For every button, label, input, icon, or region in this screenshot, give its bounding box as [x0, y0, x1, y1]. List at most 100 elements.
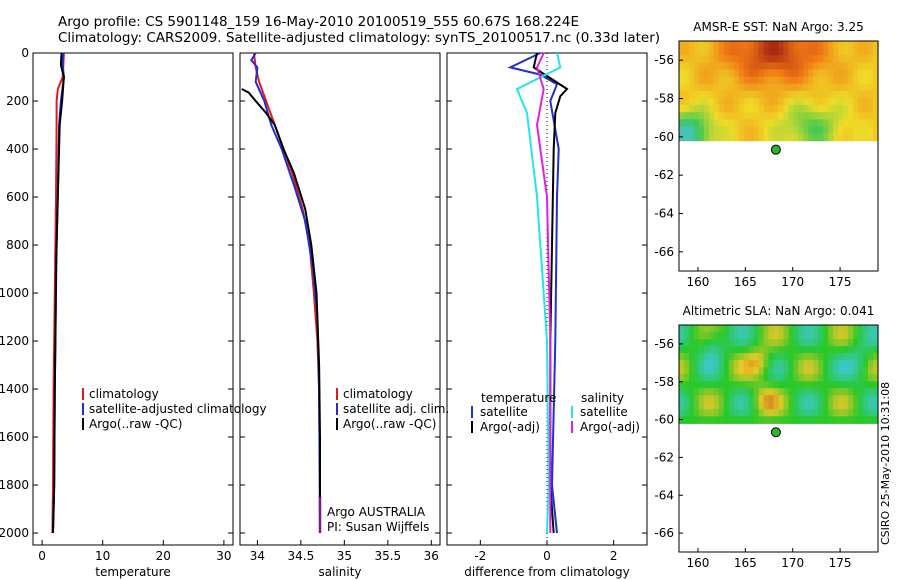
heatmap-cell [748, 62, 755, 71]
heatmap-cell [738, 381, 745, 389]
heatmap-cell [743, 409, 750, 417]
heatmap-cell [808, 360, 814, 368]
heatmap-cell [868, 119, 874, 127]
heatmap-cell [728, 325, 735, 333]
heatmap-cell [813, 395, 819, 403]
heatmap-cell [689, 98, 695, 106]
heatmap-cell [748, 90, 755, 99]
heatmap-cell [733, 381, 740, 389]
heatmap-cell [858, 55, 864, 63]
heatmap-cell [684, 90, 690, 99]
heatmap-cell [868, 126, 874, 135]
heatmap-cell [858, 339, 864, 347]
heatmap-cell [788, 62, 795, 71]
heatmap-cell [689, 374, 695, 382]
heatmap-cell [773, 69, 780, 78]
heatmap-cell [763, 55, 770, 63]
heatmap-cell [868, 83, 874, 92]
heatmap-cell [738, 353, 745, 361]
heatmap-cell [733, 55, 740, 63]
heatmap-cell [828, 346, 834, 354]
heatmap-cell [684, 112, 690, 120]
heatmap-cell [803, 98, 809, 106]
heatmap-cell [793, 367, 799, 375]
heatmap-cell [773, 325, 780, 333]
x-tick-label: 165 [734, 556, 757, 570]
heatmap-cell [753, 90, 760, 99]
heatmap-cell [773, 105, 780, 113]
heatmap-cell [868, 339, 874, 347]
heatmap-cell [793, 402, 799, 410]
heatmap-cell [693, 409, 700, 417]
heatmap-cell [708, 374, 715, 382]
heatmap-cell [798, 55, 804, 63]
heatmap-cell [813, 353, 819, 361]
heatmap-cell [868, 409, 874, 417]
heatmap-cell [733, 105, 740, 113]
heatmap-cell [823, 48, 829, 56]
heatmap-cell [693, 83, 700, 92]
heatmap-cell [733, 112, 740, 120]
heatmap-cell [698, 133, 705, 142]
heatmap-cell [743, 374, 750, 382]
heatmap-cell [743, 381, 750, 389]
heatmap-cell [753, 367, 760, 375]
heatmap-cell [788, 76, 795, 85]
heatmap-cell [793, 395, 799, 403]
heatmap-cell [808, 126, 814, 135]
heatmap-cell [853, 69, 859, 78]
heatmap-cell [863, 133, 869, 142]
heatmap-cell [768, 41, 775, 49]
heatmap-cell [823, 332, 829, 340]
heatmap-cell [778, 360, 785, 368]
heatmap-cell [743, 41, 750, 49]
heatmap-cell [848, 105, 854, 113]
heatmap-cell [863, 395, 869, 403]
heatmap-cell [813, 409, 819, 417]
heatmap-cell [693, 98, 700, 106]
heatmap-cell [768, 388, 775, 396]
heatmap-cell [823, 374, 829, 382]
heatmap-cell [863, 332, 869, 340]
heatmap-cell [803, 416, 809, 424]
heatmap-cell [748, 332, 755, 340]
heatmap-cell [853, 105, 859, 113]
heatmap-cell [813, 339, 819, 347]
heatmap-cell [708, 55, 715, 63]
heatmap-cell [743, 339, 750, 347]
heatmap-cell [783, 126, 790, 135]
heatmap-cell [713, 367, 720, 375]
heatmap-cell [773, 388, 780, 396]
heatmap-cell [773, 332, 780, 340]
heatmap-cell [684, 332, 690, 340]
heatmap-cell [693, 381, 700, 389]
heatmap-cell [768, 325, 775, 333]
legend-group-title: salinity [581, 391, 624, 405]
heatmap-cell [788, 105, 795, 113]
heatmap-cell [684, 360, 690, 368]
heatmap-cell [723, 332, 730, 340]
heatmap-cell [788, 381, 795, 389]
heatmap-cell [738, 367, 745, 375]
heatmap-cell [689, 41, 695, 49]
heatmap-cell [758, 332, 765, 340]
heatmap-cell [873, 105, 879, 113]
heatmap-cell [783, 353, 790, 361]
heatmap-cell [728, 48, 735, 56]
heatmap-cell [838, 374, 844, 382]
heatmap-cell [798, 48, 804, 56]
heatmap-cell [733, 83, 740, 92]
heatmap-cell [708, 48, 715, 56]
heatmap-cell [868, 98, 874, 106]
heatmap-cell [679, 90, 685, 99]
heatmap-cell [833, 409, 839, 417]
heatmap-cell [823, 126, 829, 135]
y-tick-label: -64 [654, 207, 674, 221]
heatmap-cell [773, 381, 780, 389]
heatmap-cell [763, 126, 770, 135]
heatmap-cell [813, 48, 819, 56]
legend-label: satellite [480, 405, 528, 419]
heatmap-cell [863, 126, 869, 135]
heatmap-cell [793, 98, 799, 106]
